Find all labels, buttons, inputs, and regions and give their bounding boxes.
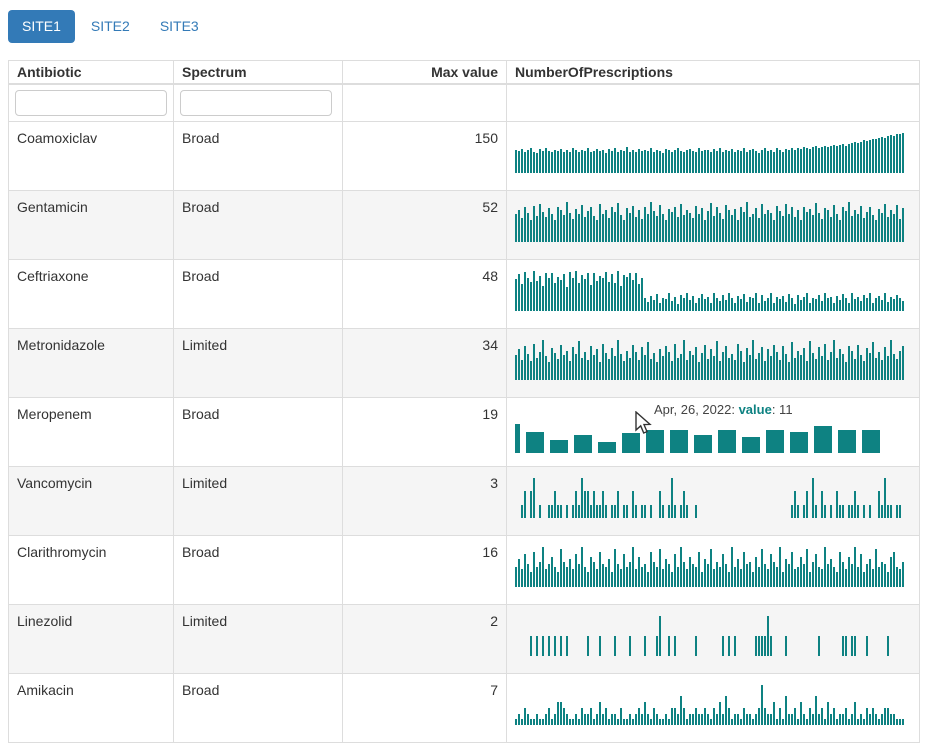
mouse-cursor-icon bbox=[634, 410, 653, 440]
tooltip-date: Apr, 26, 2022: bbox=[654, 402, 739, 417]
sparkline-cell bbox=[506, 121, 920, 191]
sparkline-chart-ceftriaxone[interactable] bbox=[515, 271, 911, 311]
col-header-max-value[interactable]: Max value bbox=[342, 60, 507, 85]
antibiotic-cell: Linezolid bbox=[8, 604, 174, 674]
col-header-antibiotic[interactable]: Antibiotic bbox=[8, 60, 174, 85]
sparkline-chart-clarithromycin[interactable] bbox=[515, 547, 911, 587]
spectrum-cell: Broad bbox=[173, 397, 343, 467]
sparkline-tooltip: Apr, 26, 2022: value: 11 bbox=[649, 401, 916, 419]
antibiotic-cell: Amikacin bbox=[8, 673, 174, 743]
col-header-prescriptions[interactable]: NumberOfPrescriptions bbox=[506, 60, 920, 85]
sparkline-chart-vancomycin[interactable] bbox=[515, 478, 911, 518]
table-row-metronidazole: Metronidazole Limited 34 bbox=[8, 328, 920, 398]
max-value-cell: 3 bbox=[342, 466, 507, 536]
max-value-cell: 48 bbox=[342, 259, 507, 329]
sparkline-chart-linezolid[interactable] bbox=[515, 616, 911, 656]
sparkline-cell bbox=[506, 535, 920, 605]
max-value-cell: 150 bbox=[342, 121, 507, 191]
sparkline-cell bbox=[506, 190, 920, 260]
spectrum-cell: Broad bbox=[173, 673, 343, 743]
sparkline-cell-meropenem: Apr, 26, 2022: value: 11 bbox=[506, 397, 920, 467]
antibiotic-cell: Vancomycin bbox=[8, 466, 174, 536]
tab-site3[interactable]: SITE3 bbox=[159, 18, 199, 34]
antibiotic-cell: Coamoxiclav bbox=[8, 121, 174, 191]
antibiotic-cell: Gentamicin bbox=[8, 190, 174, 260]
spectrum-cell: Broad bbox=[173, 259, 343, 329]
max-value-cell: 34 bbox=[342, 328, 507, 398]
sparkline-cell bbox=[506, 673, 920, 743]
table-row-coamoxiclav: Coamoxiclav Broad 150 bbox=[8, 121, 920, 191]
sparkline-chart-amikacin[interactable] bbox=[515, 685, 911, 725]
max-value-cell: 52 bbox=[342, 190, 507, 260]
header-row: Antibiotic Spectrum Max value NumberOfPr… bbox=[8, 60, 920, 85]
sparkline-chart-gentamicin[interactable] bbox=[515, 202, 911, 242]
max-value-cell: 19 bbox=[342, 397, 507, 467]
table-row-amikacin: Amikacin Broad 7 bbox=[8, 673, 920, 743]
antibiotic-cell: Clarithromycin bbox=[8, 535, 174, 605]
sparkline-chart-coamoxiclav[interactable] bbox=[515, 133, 911, 173]
max-value-cell: 7 bbox=[342, 673, 507, 743]
table-row-ceftriaxone: Ceftriaxone Broad 48 bbox=[8, 259, 920, 329]
tab-site2[interactable]: SITE2 bbox=[90, 18, 130, 34]
antibiotic-filter-input[interactable] bbox=[15, 90, 167, 116]
max-value-cell: 16 bbox=[342, 535, 507, 605]
filter-row bbox=[8, 83, 920, 122]
site-tabs: SITE1 SITE2 SITE3 bbox=[0, 0, 927, 43]
antibiotics-table: Antibiotic Spectrum Max value NumberOfPr… bbox=[8, 60, 920, 743]
antibiotic-cell: Ceftriaxone bbox=[8, 259, 174, 329]
table-row-gentamicin: Gentamicin Broad 52 bbox=[8, 190, 920, 260]
table-row-clarithromycin: Clarithromycin Broad 16 bbox=[8, 535, 920, 605]
antibiotic-cell: Meropenem bbox=[8, 397, 174, 467]
filter-empty-cell bbox=[506, 83, 920, 122]
tab-site1[interactable]: SITE1 bbox=[8, 10, 75, 43]
col-header-spectrum[interactable]: Spectrum bbox=[173, 60, 343, 85]
tooltip-value: : 11 bbox=[771, 402, 793, 417]
antibiotic-cell: Metronidazole bbox=[8, 328, 174, 398]
max-value-cell: 2 bbox=[342, 604, 507, 674]
spectrum-cell: Broad bbox=[173, 121, 343, 191]
table-row-linezolid: Linezolid Limited 2 bbox=[8, 604, 920, 674]
spectrum-cell: Broad bbox=[173, 190, 343, 260]
table-row-vancomycin: Vancomycin Limited 3 bbox=[8, 466, 920, 536]
spectrum-cell: Limited bbox=[173, 604, 343, 674]
sparkline-cell bbox=[506, 259, 920, 329]
table-row-meropenem: Meropenem Broad 19 Apr, 26, 2022: value:… bbox=[8, 397, 920, 467]
spectrum-cell: Limited bbox=[173, 328, 343, 398]
sparkline-cell bbox=[506, 604, 920, 674]
sparkline-cell bbox=[506, 328, 920, 398]
filter-empty-cell bbox=[342, 83, 507, 122]
bar-chart-meropenem[interactable] bbox=[515, 419, 911, 453]
spectrum-filter-input[interactable] bbox=[180, 90, 332, 116]
sparkline-chart-metronidazole[interactable] bbox=[515, 340, 911, 380]
spectrum-cell: Broad bbox=[173, 535, 343, 605]
sparkline-cell bbox=[506, 466, 920, 536]
tooltip-series-label: value bbox=[738, 402, 772, 417]
spectrum-cell: Limited bbox=[173, 466, 343, 536]
